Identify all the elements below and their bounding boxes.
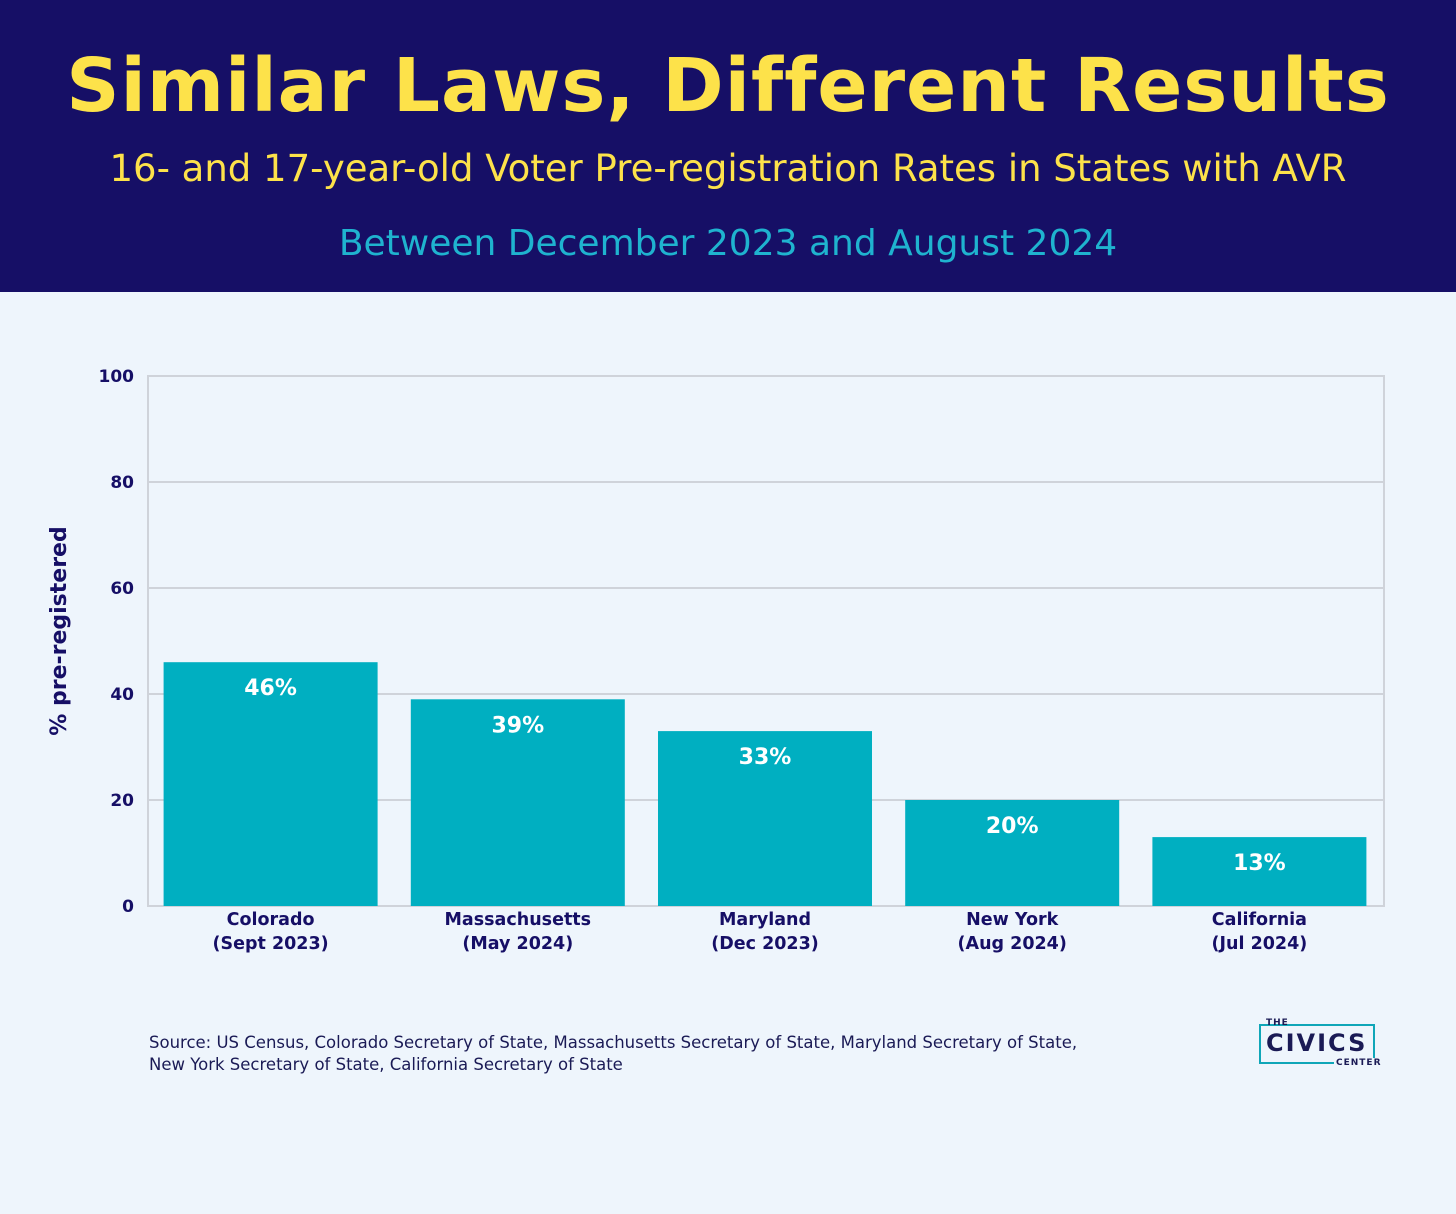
x-tick-label: Maryland — [719, 910, 811, 930]
x-tick-label: Massachusetts — [445, 910, 592, 930]
x-tick-label: Colorado — [227, 910, 315, 930]
civics-center-logo: THE CIVICS CENTER — [1256, 1016, 1386, 1072]
x-tick-label: (Jul 2024) — [1212, 934, 1308, 954]
logo-frame — [1259, 1024, 1375, 1064]
y-tick-label: 100 — [99, 367, 135, 387]
date-range: Between December 2023 and August 2024 — [338, 223, 1118, 264]
bar-value-label: 33% — [739, 745, 792, 770]
logo-the: THE — [1266, 1018, 1289, 1028]
y-axis-label: % pre-registered — [47, 526, 72, 735]
bar — [410, 699, 625, 906]
source-note: Source: US Census, Colorado Secretary of… — [149, 1032, 1229, 1076]
bar-value-label: 39% — [491, 713, 544, 738]
y-tick-label: 20 — [110, 791, 134, 811]
bar-value-label: 46% — [244, 676, 297, 701]
y-tick-label: 40 — [110, 685, 134, 705]
x-tick-label: (Aug 2024) — [958, 934, 1067, 954]
y-tick-label: 80 — [110, 473, 134, 493]
logo-name: CIVICS — [1266, 1029, 1368, 1057]
x-tick-label: New York — [966, 910, 1058, 930]
bar — [905, 800, 1120, 906]
header-banner: Similar Laws, Different Results 16- and … — [0, 0, 1456, 292]
source-line-1: Source: US Census, Colorado Secretary of… — [149, 1033, 1078, 1052]
bar — [1152, 837, 1367, 906]
bar-chart: 0 20 40 60 80 100 % pre-registered 46% Colorado (… — [47, 367, 1385, 954]
chart-subtitle: 16- and 17-year-old Voter Pre-registrati… — [109, 147, 1347, 190]
bar — [658, 731, 872, 906]
x-tick-label: California — [1212, 910, 1307, 930]
x-tick-label: (May 2024) — [462, 934, 573, 954]
bar — [163, 662, 378, 906]
chart-title: Similar Laws, Different Results — [66, 43, 1390, 129]
bar-value-label: 13% — [1233, 851, 1286, 876]
y-tick-label: 60 — [110, 579, 134, 599]
bar-value-label: 20% — [986, 814, 1039, 839]
source-line-2: New York Secretary of State, California … — [149, 1055, 623, 1074]
x-tick-label: (Sept 2023) — [213, 934, 329, 954]
y-tick-label: 0 — [122, 897, 134, 917]
x-tick-label: (Dec 2023) — [711, 934, 819, 954]
logo-center: CENTER — [1334, 1058, 1384, 1068]
